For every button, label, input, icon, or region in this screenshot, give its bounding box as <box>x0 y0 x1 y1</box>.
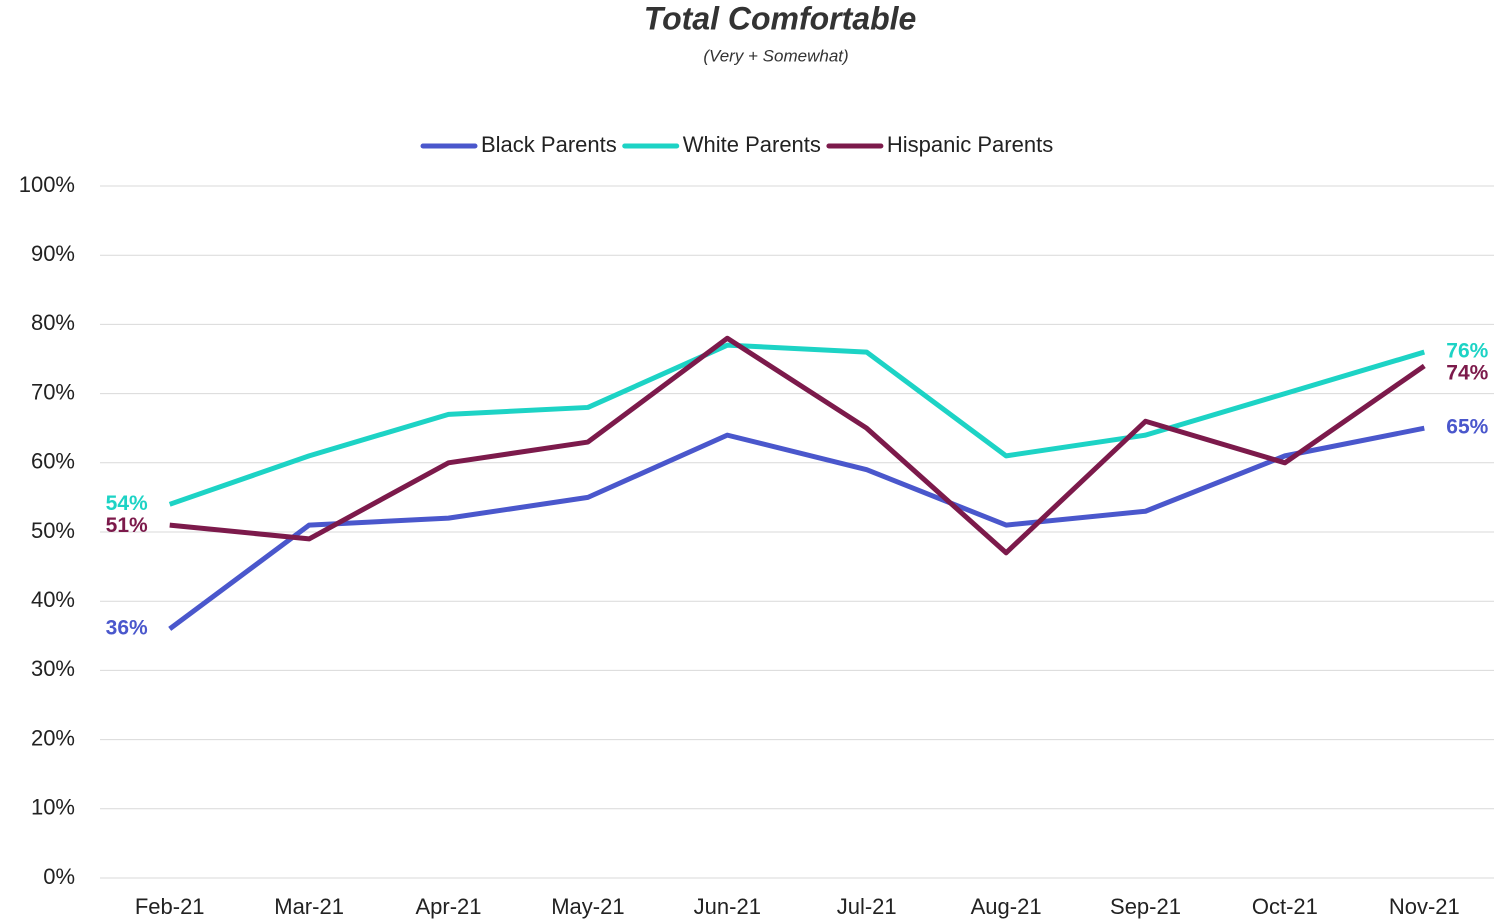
data-label: 36% <box>106 616 148 639</box>
data-label: 51% <box>106 514 148 537</box>
y-tick-label: 90% <box>31 241 75 266</box>
x-tick-label: Aug-21 <box>971 894 1042 919</box>
x-tick-label: Jul-21 <box>837 894 897 919</box>
series-line <box>168 342 1426 507</box>
y-tick-label: 70% <box>31 379 75 404</box>
legend-label: Hispanic Parents <box>887 132 1053 157</box>
x-tick-label: Sep-21 <box>1110 894 1181 919</box>
legend-label: Black Parents <box>481 132 617 157</box>
series-line <box>168 425 1425 631</box>
y-tick-label: 100% <box>19 172 75 197</box>
x-tick-label: May-21 <box>551 894 624 919</box>
x-tick-label: Oct-21 <box>1252 894 1318 919</box>
y-tick-label: 60% <box>31 449 75 474</box>
y-tick-label: 40% <box>31 587 75 612</box>
y-tick-label: 80% <box>31 310 75 335</box>
chart-subtitle: (Very + Somewhat) <box>703 46 848 65</box>
series-line <box>169 335 1426 556</box>
y-tick-label: 10% <box>31 795 75 820</box>
legend-label: White Parents <box>683 132 821 157</box>
y-tick-label: 0% <box>43 864 75 889</box>
data-label: 76% <box>1446 340 1488 363</box>
y-tick-label: 50% <box>31 518 75 543</box>
chart-title: Total Comfortable <box>644 0 917 36</box>
x-tick-label: Nov-21 <box>1389 894 1460 919</box>
x-tick-label: Jun-21 <box>694 894 761 919</box>
x-tick-label: Apr-21 <box>415 894 481 919</box>
y-tick-label: 30% <box>31 656 75 681</box>
y-tick-label: 20% <box>31 725 75 750</box>
data-label: 65% <box>1446 416 1488 439</box>
x-tick-label: Mar-21 <box>274 894 344 919</box>
data-label: 74% <box>1446 362 1488 385</box>
x-tick-label: Feb-21 <box>135 894 205 919</box>
data-label: 54% <box>106 492 148 515</box>
